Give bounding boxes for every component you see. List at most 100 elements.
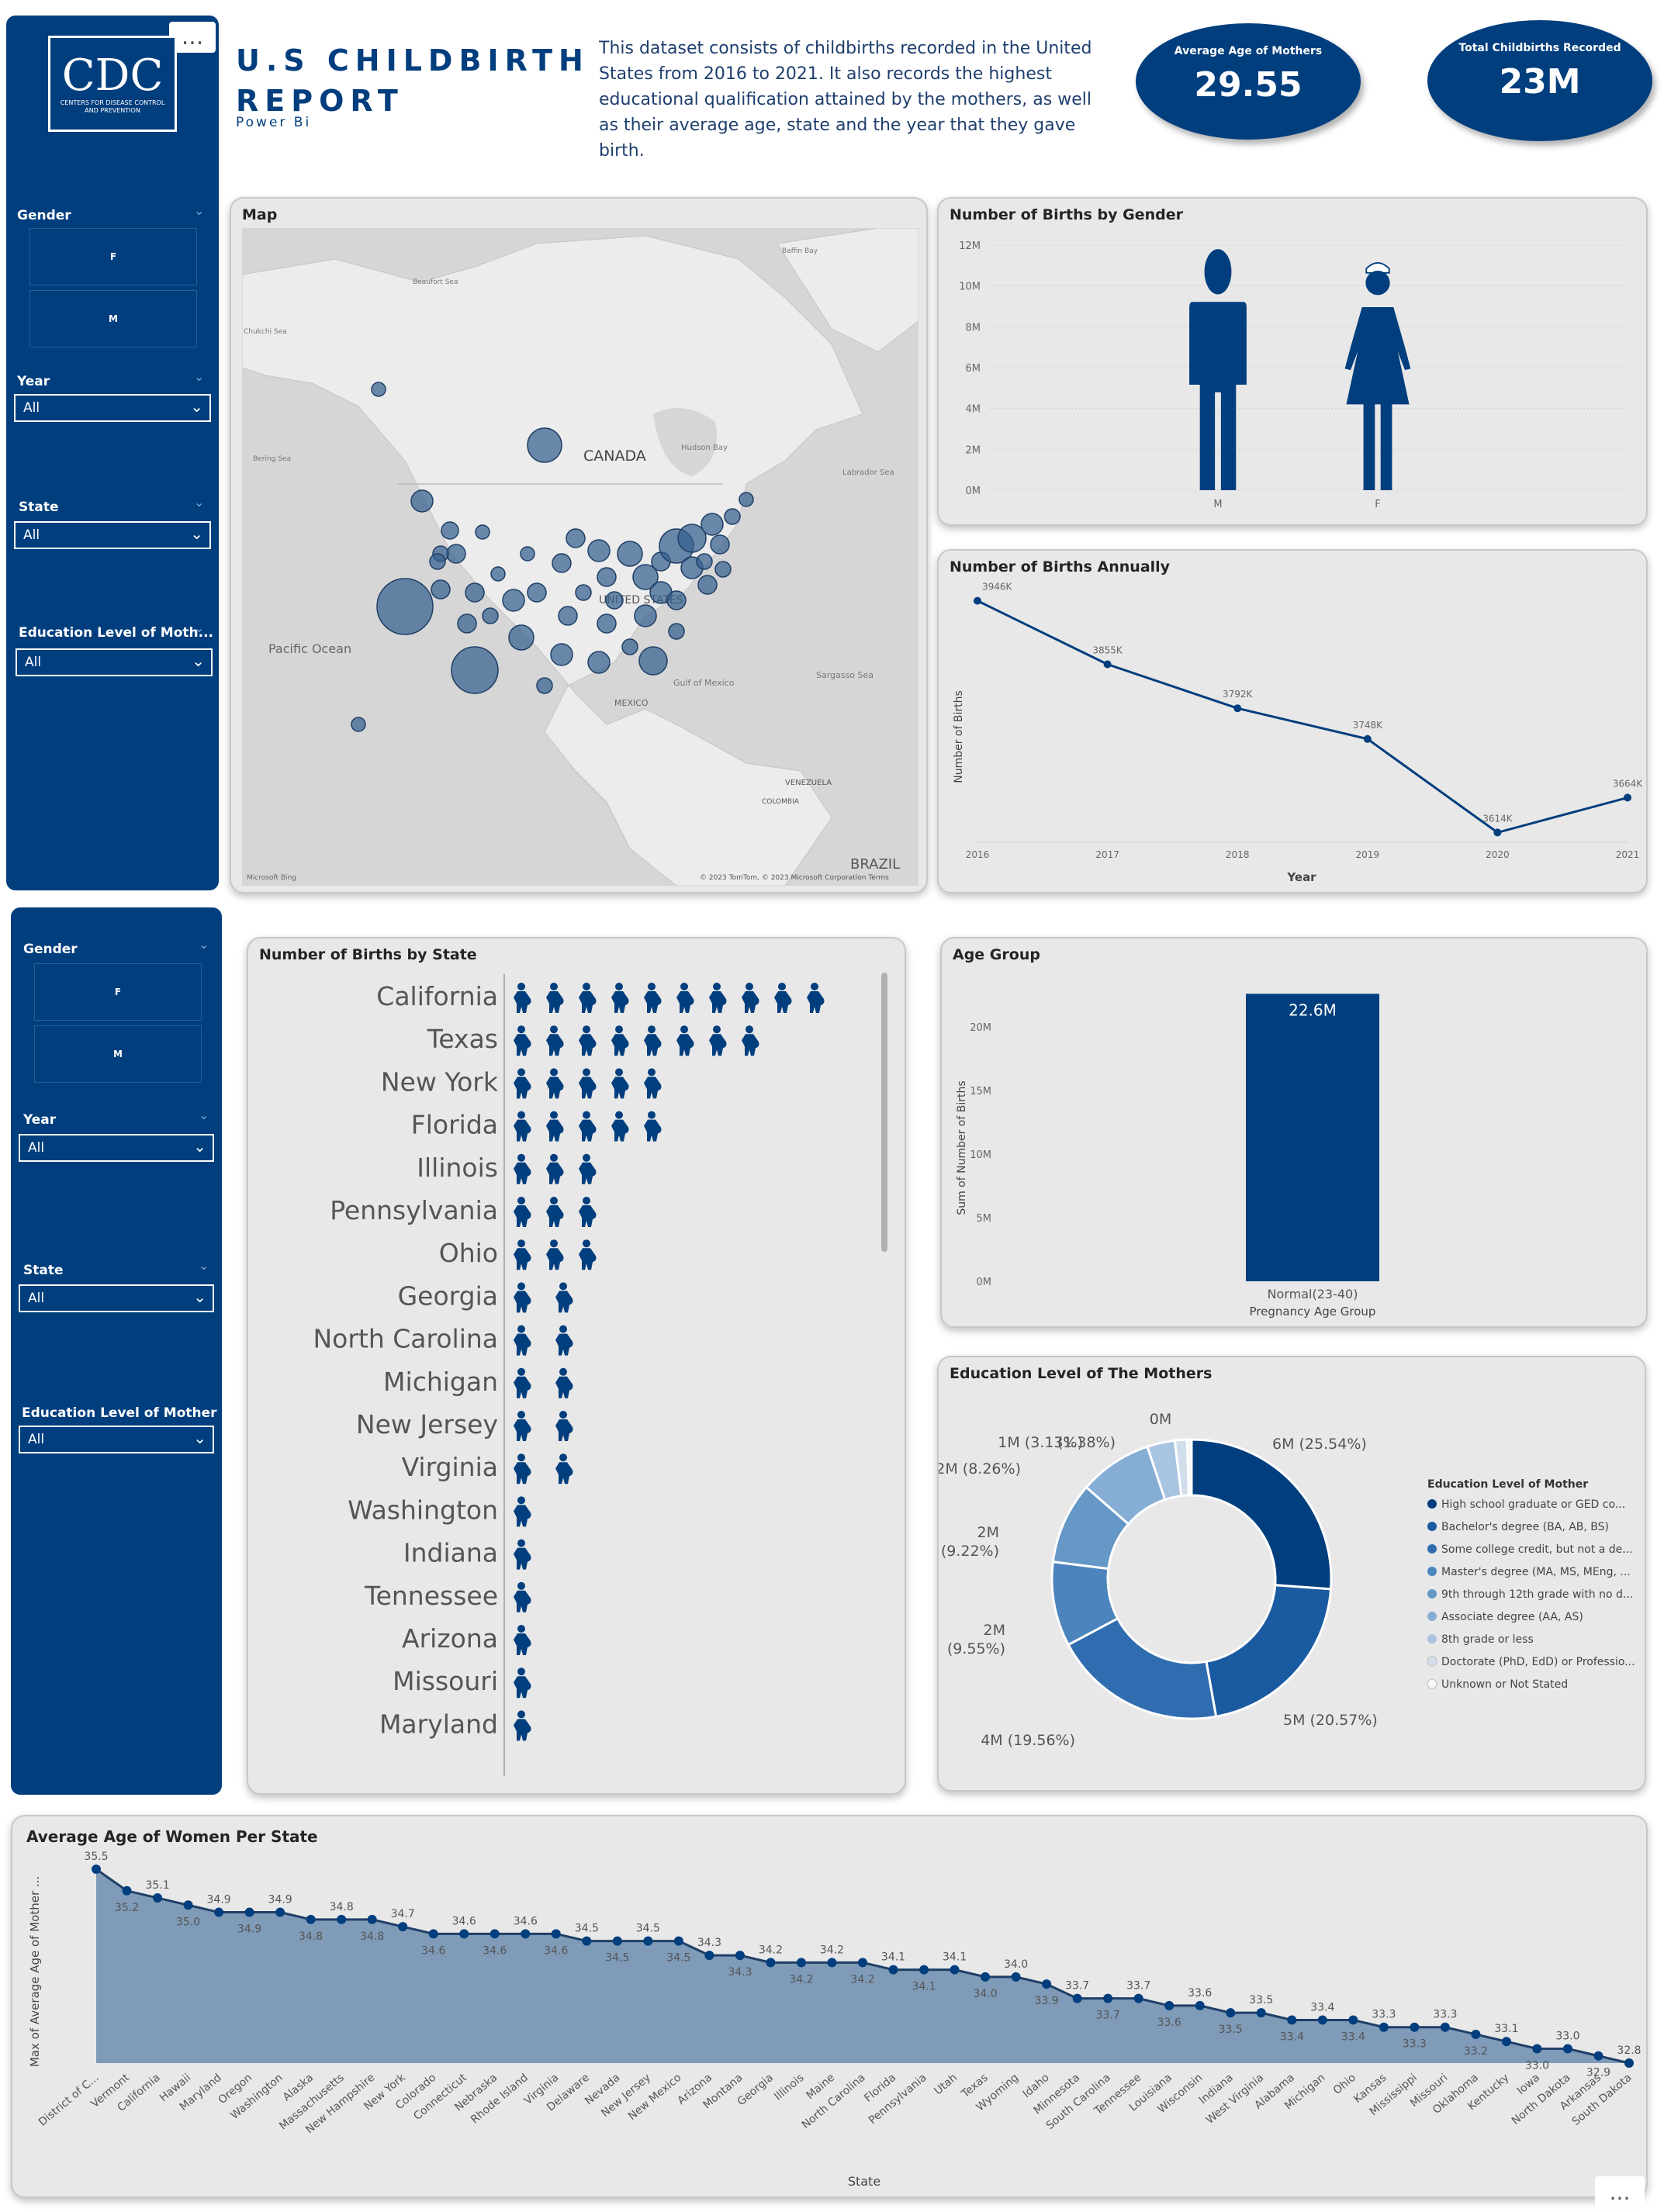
pregnant-woman-icon[interactable] <box>514 1197 531 1227</box>
pregnant-woman-icon[interactable] <box>742 1025 759 1056</box>
pregnant-woman-icon[interactable] <box>546 1153 564 1184</box>
pregnant-woman-icon[interactable] <box>546 1068 564 1099</box>
area-point[interactable] <box>92 1865 101 1874</box>
state-bubble[interactable] <box>451 646 499 694</box>
pregnant-woman-icon[interactable] <box>546 1239 564 1270</box>
gender-option-m[interactable]: M <box>34 1025 202 1083</box>
more-options-button[interactable]: ... <box>1595 2176 1645 2207</box>
state-bubble[interactable] <box>617 541 643 567</box>
pregnant-woman-icon[interactable] <box>709 983 727 1013</box>
state-bubble[interactable] <box>527 582 547 603</box>
state-bubble[interactable] <box>739 492 754 507</box>
pregnant-woman-icon[interactable] <box>514 1453 531 1484</box>
legend-item[interactable]: Master's degree (MA, MS, MEng, ... <box>1441 1566 1631 1578</box>
map-bubbles[interactable] <box>351 382 754 732</box>
area-point[interactable] <box>244 1907 254 1917</box>
area-point[interactable] <box>306 1914 316 1924</box>
pregnant-woman-icon[interactable] <box>644 983 662 1013</box>
pregnant-woman-icon[interactable] <box>676 1025 694 1056</box>
legend-item[interactable]: 8th grade or less <box>1441 1633 1534 1646</box>
area-point[interactable] <box>1471 2029 1481 2039</box>
pregnant-woman-icon[interactable] <box>514 1111 531 1142</box>
state-bubble[interactable] <box>536 677 553 694</box>
area-point[interactable] <box>919 1965 929 1975</box>
legend-item[interactable]: Bachelor's degree (BA, AB, BS) <box>1441 1521 1609 1533</box>
area-point[interactable] <box>490 1929 500 1939</box>
legend-item[interactable]: Doctorate (PhD, EdD) or Professio... <box>1441 1656 1635 1668</box>
pregnant-woman-icon[interactable] <box>579 1068 597 1099</box>
education-level-chart[interactable]: 6M (25.54%)5M (20.57%)4M (19.56%)2M(9.55… <box>939 1357 1648 1793</box>
chevron-down-icon[interactable]: ⌄ <box>194 369 205 384</box>
state-bubble[interactable] <box>508 624 534 651</box>
year-dropdown[interactable]: All ⌄ <box>14 394 211 422</box>
area-point[interactable] <box>122 1885 132 1896</box>
area-point[interactable] <box>981 1972 991 1982</box>
legend-item[interactable]: 9th through 12th grade with no d... <box>1441 1588 1633 1601</box>
scrollbar-thumb[interactable] <box>881 973 887 1252</box>
female-figure-bar[interactable] <box>1344 261 1411 490</box>
legend-item[interactable]: Associate degree (AA, AS) <box>1441 1611 1583 1623</box>
state-bubble[interactable] <box>701 513 724 536</box>
state-bubble[interactable] <box>552 553 572 573</box>
education-dropdown[interactable]: All ⌄ <box>19 1426 214 1453</box>
pregnant-woman-icon[interactable] <box>514 1068 531 1099</box>
state-bubble[interactable] <box>376 578 434 635</box>
area-point[interactable] <box>950 1965 960 1975</box>
donut-slice[interactable] <box>1190 1438 1333 1591</box>
pregnant-woman-icon[interactable] <box>742 983 759 1013</box>
births-annually-chart[interactable]: 3946K 2016 3855K 2017 3792K 2018 3748K 2019 3614… <box>939 551 1649 895</box>
state-bubble[interactable] <box>482 607 499 624</box>
pregnant-woman-icon[interactable] <box>644 1111 662 1142</box>
state-bubble[interactable] <box>575 584 592 601</box>
pregnant-woman-icon[interactable] <box>546 1197 564 1227</box>
state-bubble[interactable] <box>566 528 586 548</box>
map-attribution[interactable]: © 2023 TomTom, © 2023 Microsoft Corporat… <box>700 874 889 882</box>
legend-item[interactable]: Some college credit, but not a de... <box>1441 1543 1633 1556</box>
state-bubble[interactable] <box>666 590 687 610</box>
area-point[interactable] <box>367 1914 377 1924</box>
pregnant-woman-icon[interactable] <box>579 1239 597 1270</box>
pregnant-woman-icon[interactable] <box>555 1282 573 1313</box>
pregnant-woman-icon[interactable] <box>579 1025 597 1056</box>
state-bubble[interactable] <box>410 489 434 513</box>
area-point[interactable] <box>1532 2044 1542 2054</box>
pregnant-woman-icon[interactable] <box>676 983 694 1013</box>
state-bubble[interactable] <box>714 561 732 578</box>
state-bubble[interactable] <box>710 534 730 555</box>
state-bubble[interactable] <box>621 638 638 655</box>
pregnant-woman-icon[interactable] <box>514 1625 531 1655</box>
pregnant-woman-icon[interactable] <box>807 983 825 1013</box>
pregnant-woman-icon[interactable] <box>579 1153 597 1184</box>
area-point[interactable] <box>1317 2015 1327 2025</box>
state-bubble[interactable] <box>371 382 386 397</box>
more-options-button[interactable]: ... <box>169 22 216 53</box>
pregnant-woman-icon[interactable] <box>555 1325 573 1356</box>
state-bubble[interactable] <box>677 524 707 553</box>
male-figure-bar[interactable] <box>1189 249 1247 490</box>
area-point[interactable] <box>827 1958 837 1968</box>
area-point[interactable] <box>1287 2015 1297 2025</box>
pregnant-woman-icon[interactable] <box>514 1282 531 1313</box>
state-bubble[interactable] <box>502 589 525 612</box>
state-bubble[interactable] <box>490 566 506 582</box>
area-point[interactable] <box>1593 2051 1603 2061</box>
pregnant-woman-icon[interactable] <box>514 1710 531 1741</box>
pregnant-woman-icon[interactable] <box>644 1068 662 1099</box>
pregnant-woman-icon[interactable] <box>611 1025 629 1056</box>
pregnant-woman-icon[interactable] <box>514 1411 531 1441</box>
area-point[interactable] <box>704 1951 714 1961</box>
pregnant-woman-icon[interactable] <box>514 1668 531 1699</box>
area-point[interactable] <box>735 1951 745 1961</box>
area-point[interactable] <box>1226 2008 1236 2018</box>
chevron-down-icon[interactable]: ⌄ <box>194 620 205 635</box>
area-point[interactable] <box>582 1936 592 1946</box>
area-point[interactable] <box>1164 2000 1174 2010</box>
state-bubble[interactable] <box>475 524 490 540</box>
state-bubble[interactable] <box>587 539 611 562</box>
state-bubble[interactable] <box>697 575 718 595</box>
pregnant-woman-icon[interactable] <box>514 1239 531 1270</box>
chevron-down-icon[interactable]: ⌄ <box>194 495 205 510</box>
line-point[interactable] <box>974 596 981 605</box>
pregnant-woman-icon[interactable] <box>514 1367 531 1398</box>
